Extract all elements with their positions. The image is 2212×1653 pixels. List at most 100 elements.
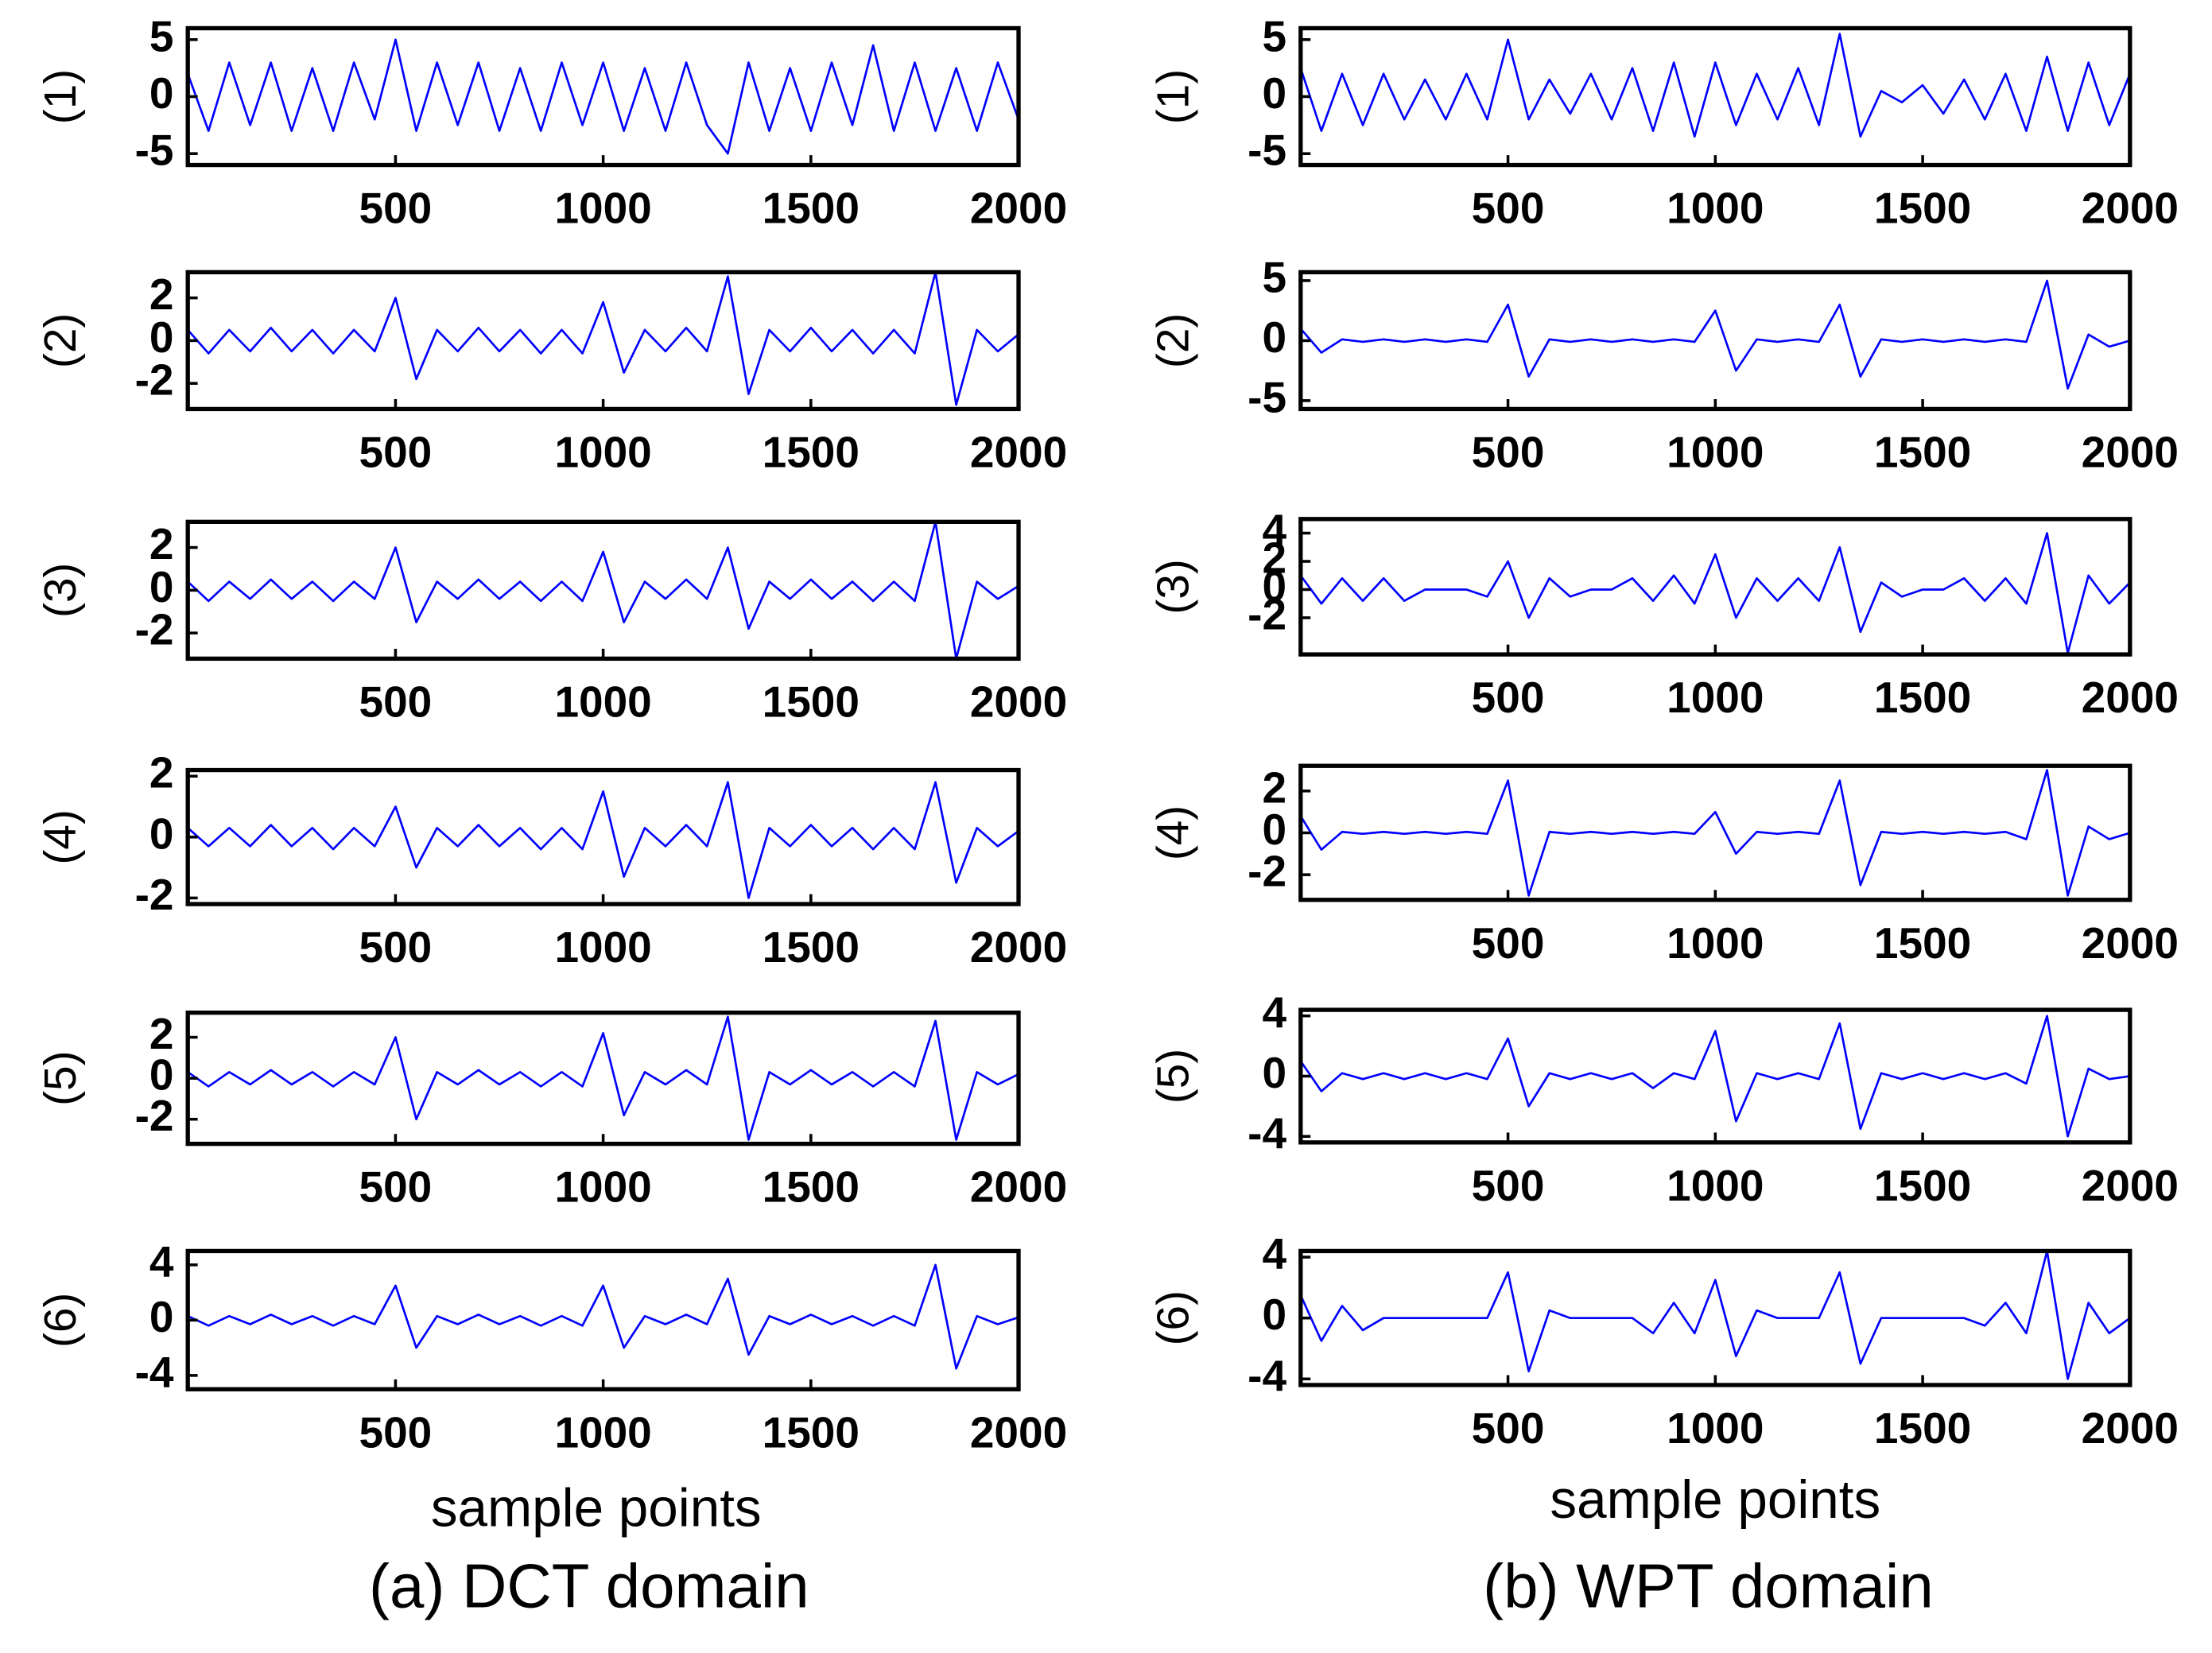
axes-box [1298, 763, 2132, 902]
y-axis-label: (1) [36, 69, 86, 124]
y-tick-label: 4 [1262, 1229, 1286, 1279]
y-axis-label: (2) [1149, 313, 1199, 368]
y-tick-label: 2 [149, 270, 174, 319]
x-tick-label: 2000 [970, 1407, 1067, 1457]
y-tick-label: -4 [1248, 1351, 1286, 1400]
x-tick-label: 1000 [1667, 427, 1764, 476]
x-tick-label: 1500 [763, 184, 860, 233]
y-axis-label: (4) [1149, 805, 1199, 860]
x-tick-label: 500 [359, 427, 433, 476]
x-tick-label: 1500 [763, 427, 860, 476]
y-tick-label: 2 [1262, 534, 1286, 583]
x-tick-label: 500 [1472, 1403, 1545, 1453]
x-tick-label: 1000 [1667, 918, 1764, 968]
x-tick-label: 2000 [970, 1162, 1067, 1212]
y-axis-label: (6) [36, 1293, 86, 1348]
x-tick-label: 1000 [1667, 673, 1764, 722]
x-tick-label: 1000 [554, 1162, 651, 1212]
x-tick-label: 500 [1472, 918, 1545, 968]
y-tick-label: 2 [1262, 762, 1286, 812]
signal-line [186, 38, 1020, 155]
y-axis-label: (1) [1149, 69, 1199, 124]
axes-box [185, 25, 1021, 168]
axes-box [185, 1248, 1021, 1391]
x-tick-label: 500 [359, 922, 433, 972]
y-axis-label: (2) [36, 313, 86, 368]
x-axis-label: sample points [1550, 1470, 1880, 1530]
x-tick-label: 1500 [763, 922, 860, 972]
x-tick-label: 1000 [554, 427, 651, 476]
y-tick-label: 0 [149, 312, 174, 362]
y-tick-label: -5 [1248, 126, 1286, 175]
axes-box [1298, 1248, 2132, 1387]
x-tick-label: 1000 [1667, 184, 1764, 233]
x-tick-label: 2000 [2082, 673, 2179, 722]
x-tick-label: 1500 [1874, 673, 1971, 722]
x-tick-label: 2000 [2082, 184, 2179, 233]
y-tick-label: 0 [149, 1050, 174, 1100]
y-axis-label: (5) [36, 1050, 86, 1105]
x-tick-label: 500 [1472, 1161, 1545, 1210]
y-tick-label: 0 [149, 68, 174, 118]
y-tick-label: -2 [135, 870, 174, 919]
x-tick-label: 1500 [1874, 1403, 1971, 1453]
signal-line [1299, 769, 2131, 897]
y-tick-label: 0 [1262, 1290, 1286, 1339]
y-tick-label: 0 [1262, 1048, 1286, 1097]
x-tick-label: 1500 [1874, 184, 1971, 233]
x-tick-label: 1000 [1667, 1403, 1764, 1453]
y-tick-label: 2 [149, 748, 174, 797]
y-tick-label: 0 [1262, 561, 1286, 611]
y-tick-label: 2 [149, 1009, 174, 1058]
x-tick-label: 2000 [970, 427, 1067, 476]
y-axis-label: (6) [1149, 1290, 1199, 1345]
y-tick-label: 4 [1262, 988, 1286, 1037]
x-tick-label: 1500 [1874, 427, 1971, 476]
axes-box [1298, 517, 2132, 657]
x-tick-label: 2000 [2082, 427, 2179, 476]
x-tick-label: 2000 [2082, 1403, 2179, 1453]
y-tick-label: 2 [149, 519, 174, 568]
signal-line [187, 1263, 1019, 1370]
x-tick-label: 1500 [763, 677, 860, 726]
x-tick-label: 1000 [554, 922, 651, 972]
x-tick-label: 500 [1472, 673, 1545, 722]
y-tick-label: -5 [135, 126, 174, 175]
y-axis-label: (3) [36, 563, 86, 618]
x-tick-label: 2000 [2082, 1161, 2179, 1210]
y-tick-label: 5 [149, 11, 174, 60]
axes-box [1298, 25, 2132, 168]
y-tick-label: -2 [135, 1091, 174, 1140]
signal-line [187, 271, 1019, 406]
panel-caption: (b) WPT domain [1483, 1551, 1934, 1621]
x-tick-label: 2000 [2082, 918, 2179, 968]
x-tick-label: 1000 [1667, 1161, 1764, 1210]
axes-box [1298, 270, 2132, 412]
signal-line [1299, 33, 2132, 138]
signal-line [187, 1015, 1019, 1141]
y-axis-label: (3) [1149, 559, 1199, 614]
x-tick-label: 500 [1472, 427, 1545, 476]
signal-line [1299, 279, 2131, 390]
signal-line [1299, 1250, 2131, 1380]
y-tick-label: -2 [135, 355, 174, 405]
x-tick-label: 500 [359, 677, 433, 726]
y-axis-label: (4) [36, 809, 86, 864]
y-tick-label: 5 [1262, 252, 1286, 301]
panel-caption: (a) DCT domain [369, 1551, 809, 1621]
y-tick-label: 0 [149, 1292, 174, 1341]
y-tick-label: -4 [1248, 1108, 1286, 1158]
signal-line [187, 781, 1019, 899]
axes-box [185, 1010, 1021, 1147]
x-axis-label: sample points [431, 1478, 762, 1538]
x-tick-label: 1000 [554, 1407, 651, 1457]
axes-box [185, 767, 1021, 906]
x-tick-label: 2000 [970, 677, 1067, 726]
x-tick-label: 1500 [763, 1407, 860, 1457]
x-tick-label: 500 [359, 1407, 433, 1457]
y-tick-label: 4 [1262, 505, 1286, 554]
axes-box [1298, 1007, 2132, 1145]
y-tick-label: 4 [149, 1236, 174, 1286]
